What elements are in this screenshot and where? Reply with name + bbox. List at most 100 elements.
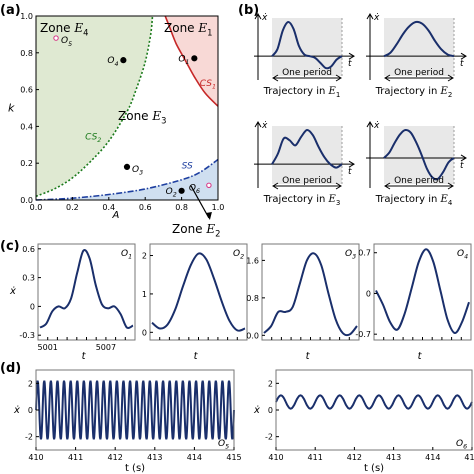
x-tick-label: 413 [386, 453, 401, 462]
y-axis-label: ẋ [13, 405, 20, 416]
e2-pointer-arrowhead [205, 212, 212, 220]
x-tick-label: 1.0 [212, 203, 225, 212]
cs1-label: CS1 [200, 79, 216, 91]
period-arrow-left [384, 182, 391, 190]
y-tick-label: 0.7 [358, 249, 371, 258]
period-arrow-left [272, 182, 279, 190]
period-arrow-right [335, 182, 342, 190]
point-label-o3: O3 [132, 165, 143, 177]
x-tick-label: 414 [425, 453, 440, 462]
x-tick-label: 0.8 [175, 203, 188, 212]
x-axis-arrow [348, 52, 355, 60]
trajectory-curve-e2 [383, 20, 455, 58]
point-o3 [123, 163, 131, 170]
x-axis-label: t (s) [364, 463, 384, 474]
series-curve-o5 [35, 380, 235, 440]
point-o1 [191, 55, 198, 62]
zone-e1-label: Zone E1 [164, 21, 212, 38]
y-tick-label: 1.0 [20, 12, 33, 21]
trajectory-caption: Trajectory in E3 [263, 194, 341, 207]
y-tick-label: 0 [366, 289, 371, 298]
x-axis-arrow [460, 52, 467, 60]
x-tick-label: 412 [108, 453, 123, 462]
period-arrow-right [335, 74, 342, 82]
y-tick-label: 2 [142, 252, 147, 261]
boundary-cs2 [35, 15, 154, 198]
y-axis-label: ẋ [373, 121, 380, 131]
y-tick-label: 0 [28, 406, 33, 415]
trajectory-curve-e4 [383, 128, 455, 181]
y-tick-label: 0 [30, 302, 35, 311]
ss-label: SS [182, 162, 193, 172]
period-label: One period [394, 176, 444, 186]
panel-label-a: (a) [0, 3, 21, 18]
period-arrow-left [384, 74, 391, 82]
series-curve-o4 [375, 248, 470, 334]
y-tick-label: 0 [142, 328, 147, 337]
time-series-panels-d: 2 0 -2 410 411 412 413 414 415 O5 t (s) ẋ 2 0 -2 410 411… [13, 369, 474, 474]
x-tick-label: 0.0 [30, 203, 43, 212]
panel-label-b: (b) [238, 3, 259, 18]
y-axis-arrow [254, 121, 262, 128]
y-tick-label: 0.6 [22, 245, 35, 254]
y-axis-arrow [254, 13, 262, 20]
period-label: One period [282, 176, 332, 186]
y-tick-label: 1.6 [246, 256, 259, 265]
panel-id-o2: O2 [233, 249, 244, 261]
y-tick-label: -0.3 [19, 331, 35, 340]
zone-e4-label: Zone E4 [40, 21, 88, 38]
y-axis-label: ẋ [261, 13, 268, 23]
boundary-cs1 [164, 15, 219, 107]
point-label-o2: O2 [166, 187, 177, 199]
x-axis-arrow [348, 160, 355, 168]
x-axis-label: t [460, 59, 464, 69]
y-tick-label: 0.3 [22, 274, 35, 283]
trajectory-curve-e3 [271, 128, 343, 169]
x-tick-label: 415 [226, 453, 241, 462]
trajectory-panels: ẋ t One period Trajectory in E1 ẋ t One period… [254, 13, 467, 207]
y-axis-label: k [8, 102, 15, 115]
x-tick-label: 412 [347, 453, 362, 462]
point-o5 [53, 35, 59, 41]
panel-id-o1: O1 [121, 249, 132, 261]
y-tick-label: 2 [268, 379, 273, 388]
x-axis-label: t (s) [125, 463, 145, 474]
trajectory-caption: Trajectory in E4 [375, 194, 453, 207]
x-axis-arrow [460, 154, 467, 162]
y-tick-label: -2 [25, 433, 33, 442]
y-tick-label: 0.6 [20, 86, 33, 95]
y-axis-label: ẋ [253, 405, 260, 416]
zone-e1-region [165, 16, 218, 107]
x-tick-label: 5001 [38, 343, 58, 352]
trajectory-curve-e1 [271, 21, 343, 70]
y-tick-label: 0.0 [246, 331, 259, 340]
y-axis-label: ẋ [261, 121, 268, 131]
phase-diagram-panel: 0.0 0.2 0.4 0.6 0.8 1.0 0.0 0.2 0.4 0.6 0.8 1.0 Ak Zo… [8, 12, 224, 239]
point-o2 [178, 187, 185, 194]
period-arrow-right [447, 74, 454, 82]
panel-id-o3: O3 [345, 249, 356, 261]
panel-id-o4: O4 [457, 249, 468, 261]
x-axis-label: t [348, 59, 352, 69]
y-tick-label: 0.0 [20, 196, 33, 205]
point-label-o5: O5 [61, 36, 72, 48]
x-axis-label: t [418, 351, 423, 362]
panel-label-c: (c) [0, 239, 20, 254]
period-arrow-right [447, 182, 454, 190]
panel-id-o6: O6 [456, 439, 467, 451]
y-axis-label: ẋ [9, 286, 16, 297]
y-axis-arrow [366, 121, 374, 128]
x-axis-label: t [348, 167, 352, 177]
y-tick-label: -2 [265, 433, 273, 442]
y-tick-label: 0 [268, 406, 273, 415]
point-label-o4: O4 [107, 56, 118, 68]
x-tick-label: 410 [268, 453, 283, 462]
x-tick-label: 5007 [96, 343, 116, 352]
y-tick-label: 0.2 [20, 159, 33, 168]
trajectory-caption: Trajectory in E2 [375, 86, 453, 99]
panel-label-d: (d) [0, 361, 21, 376]
series-curve-o1 [39, 249, 134, 330]
point-o6 [206, 182, 212, 188]
